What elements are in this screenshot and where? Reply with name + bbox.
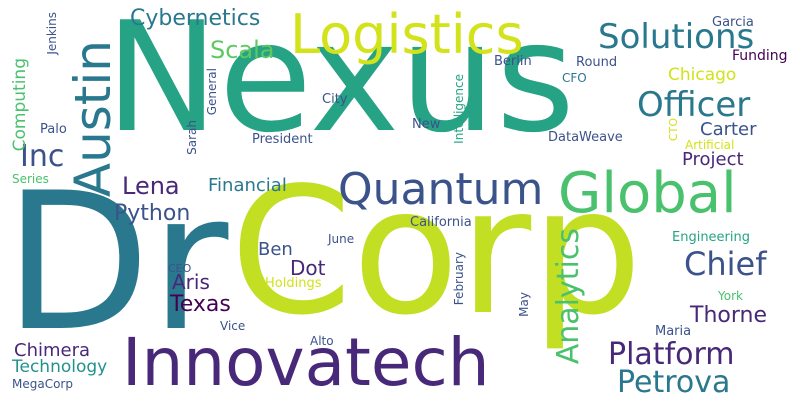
word-financial: Financial <box>208 175 287 196</box>
word-petrova: Petrova <box>617 365 731 400</box>
word-president: President <box>252 132 313 147</box>
word-global: Global <box>558 161 737 226</box>
word-lena: Lena <box>122 172 180 200</box>
word-computing: Computing <box>10 58 30 152</box>
word-palo: Palo <box>40 122 67 137</box>
word-ceo: CEO <box>168 262 192 275</box>
word-austin: Austin <box>64 40 122 198</box>
word-chimera: Chimera <box>14 340 91 361</box>
word-inc: Inc <box>20 139 65 174</box>
word-nexus: Nexus <box>105 0 576 166</box>
word-maria: Maria <box>655 324 692 339</box>
word-general: General <box>205 68 219 116</box>
word-series: Series <box>12 172 49 186</box>
word-dataweave: DataWeave <box>548 130 623 145</box>
word-jenkins: Jenkins <box>45 12 59 55</box>
word-berlin: Berlin <box>494 54 532 69</box>
word-round: Round <box>576 55 618 70</box>
word-intelligence: Intelligence <box>452 74 466 144</box>
word-python: Python <box>114 201 191 226</box>
word-garcia: Garcia <box>712 15 754 30</box>
word-funding: Funding <box>732 48 788 64</box>
word-dr: Dr <box>4 152 229 373</box>
word-platform: Platform <box>608 337 735 372</box>
word-corp: Corp <box>230 151 643 354</box>
word-chief: Chief <box>684 245 767 283</box>
word-ben: Ben <box>258 239 293 260</box>
word-city: City <box>322 92 348 107</box>
word-officer: Officer <box>637 85 751 125</box>
word-cfo: CFO <box>562 71 587 85</box>
word-artificial: Artificial <box>685 138 735 152</box>
word-york: York <box>718 289 743 303</box>
word-cybernetics: Cybernetics <box>130 6 261 31</box>
word-logistics: Logistics <box>290 3 524 66</box>
word-dot: Dot <box>290 256 326 280</box>
word-analytics: Analytics <box>551 228 586 365</box>
word-quantum: Quantum <box>338 164 544 215</box>
word-texas: Texas <box>170 292 231 317</box>
word-carter: Carter <box>700 119 757 140</box>
word-june: June <box>328 232 355 246</box>
word-technology: Technology <box>12 357 108 377</box>
word-february: February <box>452 252 466 306</box>
word-innovatech: Innovatech <box>122 324 490 401</box>
word-holdings: Holdings <box>265 276 322 291</box>
word-scala: Scala <box>210 36 275 64</box>
word-chicago: Chicago <box>668 65 737 85</box>
word-aris: Aris <box>172 270 210 294</box>
word-project: Project <box>682 149 744 170</box>
word-cto: CTO <box>667 118 680 142</box>
word-california: California <box>410 215 472 230</box>
word-solutions: Solutions <box>598 17 755 57</box>
word-engineering: Engineering <box>672 230 750 245</box>
word-new: New <box>412 117 441 132</box>
word-vice: Vice <box>220 319 246 333</box>
word-megacorp: MegaCorp <box>12 377 73 391</box>
word-may: May <box>517 292 531 317</box>
word-thorne: Thorne <box>690 303 767 328</box>
word-alto: Alto <box>310 334 334 348</box>
word-sarah: Sarah <box>185 120 199 155</box>
